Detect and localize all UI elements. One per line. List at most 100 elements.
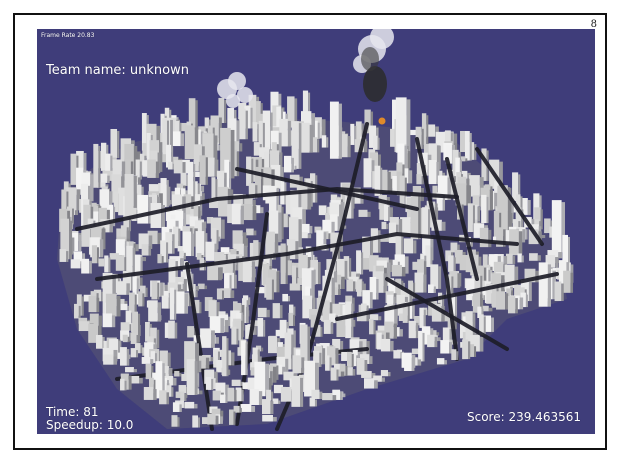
building: [504, 230, 510, 245]
building-side: [421, 128, 424, 149]
building: [350, 123, 355, 145]
building: [380, 338, 391, 352]
building-side: [175, 261, 178, 284]
building: [88, 323, 99, 343]
building-side: [179, 372, 182, 377]
building: [431, 303, 442, 322]
building-side: [488, 229, 492, 248]
building: [301, 223, 310, 234]
building-side: [356, 273, 360, 279]
building-side: [126, 349, 130, 366]
building-side: [408, 170, 413, 184]
building-side: [467, 172, 471, 179]
building: [182, 231, 192, 257]
building: [436, 192, 443, 211]
building: [345, 367, 353, 376]
building: [105, 293, 117, 317]
building: [138, 233, 149, 249]
building: [123, 215, 130, 232]
building: [478, 305, 489, 312]
building: [486, 283, 494, 304]
building: [187, 326, 195, 338]
building: [264, 151, 270, 177]
building: [250, 367, 256, 376]
building: [76, 167, 84, 195]
building: [316, 230, 324, 250]
building-side: [166, 120, 169, 162]
building: [132, 276, 137, 299]
building: [102, 313, 112, 328]
building: [378, 169, 388, 193]
building: [235, 387, 242, 402]
building-side: [96, 297, 100, 313]
building: [361, 371, 372, 378]
building: [189, 216, 198, 231]
building: [199, 155, 206, 185]
score-readout: Score: 239.463561: [467, 410, 581, 424]
building-side: [259, 356, 262, 363]
building-side: [561, 202, 566, 253]
building: [363, 158, 372, 188]
building-side: [369, 356, 373, 364]
building: [444, 312, 449, 322]
team-name-label: Team name: unknown: [46, 63, 189, 78]
building-side: [89, 260, 92, 274]
building: [302, 268, 312, 300]
building: [242, 204, 253, 221]
building-side: [453, 143, 457, 156]
building: [172, 402, 180, 412]
building-side: [228, 316, 232, 327]
building: [276, 346, 287, 364]
building: [418, 330, 423, 362]
building-side: [168, 368, 173, 377]
building-side: [357, 351, 360, 362]
game-viewport[interactable]: Frame Rate 20.83 Team name: unknown Time…: [37, 29, 595, 434]
building: [330, 367, 337, 381]
building: [120, 303, 128, 311]
building: [227, 204, 236, 224]
building-side: [436, 145, 440, 171]
building-side: [83, 152, 87, 182]
building: [339, 363, 346, 376]
building-side: [469, 133, 472, 161]
building-side: [166, 392, 170, 405]
building-side: [307, 187, 312, 210]
building-side: [335, 348, 339, 366]
building: [160, 178, 167, 208]
building: [262, 264, 270, 286]
building-side: [423, 261, 427, 283]
building: [346, 351, 352, 367]
building: [209, 198, 220, 209]
building-side: [279, 152, 283, 181]
building: [362, 290, 370, 309]
building-side: [240, 381, 244, 386]
building: [148, 377, 154, 394]
building-side: [483, 295, 487, 300]
building: [481, 194, 487, 224]
building: [175, 210, 184, 231]
building: [96, 334, 103, 349]
building-side: [224, 99, 227, 124]
building: [428, 143, 437, 171]
building: [174, 370, 180, 377]
building-side: [148, 196, 152, 224]
building: [451, 349, 457, 360]
building: [272, 398, 279, 404]
building: [336, 318, 346, 337]
building: [356, 357, 365, 375]
building-side: [383, 273, 388, 293]
building-side: [180, 133, 185, 147]
building-side: [191, 233, 195, 257]
building: [465, 257, 472, 273]
building-side: [503, 229, 506, 247]
building-side: [226, 338, 229, 377]
building: [103, 354, 114, 365]
building-side: [260, 207, 264, 214]
building-side: [194, 328, 197, 338]
building: [218, 186, 228, 217]
building: [292, 207, 303, 228]
building: [250, 362, 255, 371]
building: [134, 254, 141, 276]
building-side: [479, 336, 484, 352]
building: [59, 249, 67, 262]
